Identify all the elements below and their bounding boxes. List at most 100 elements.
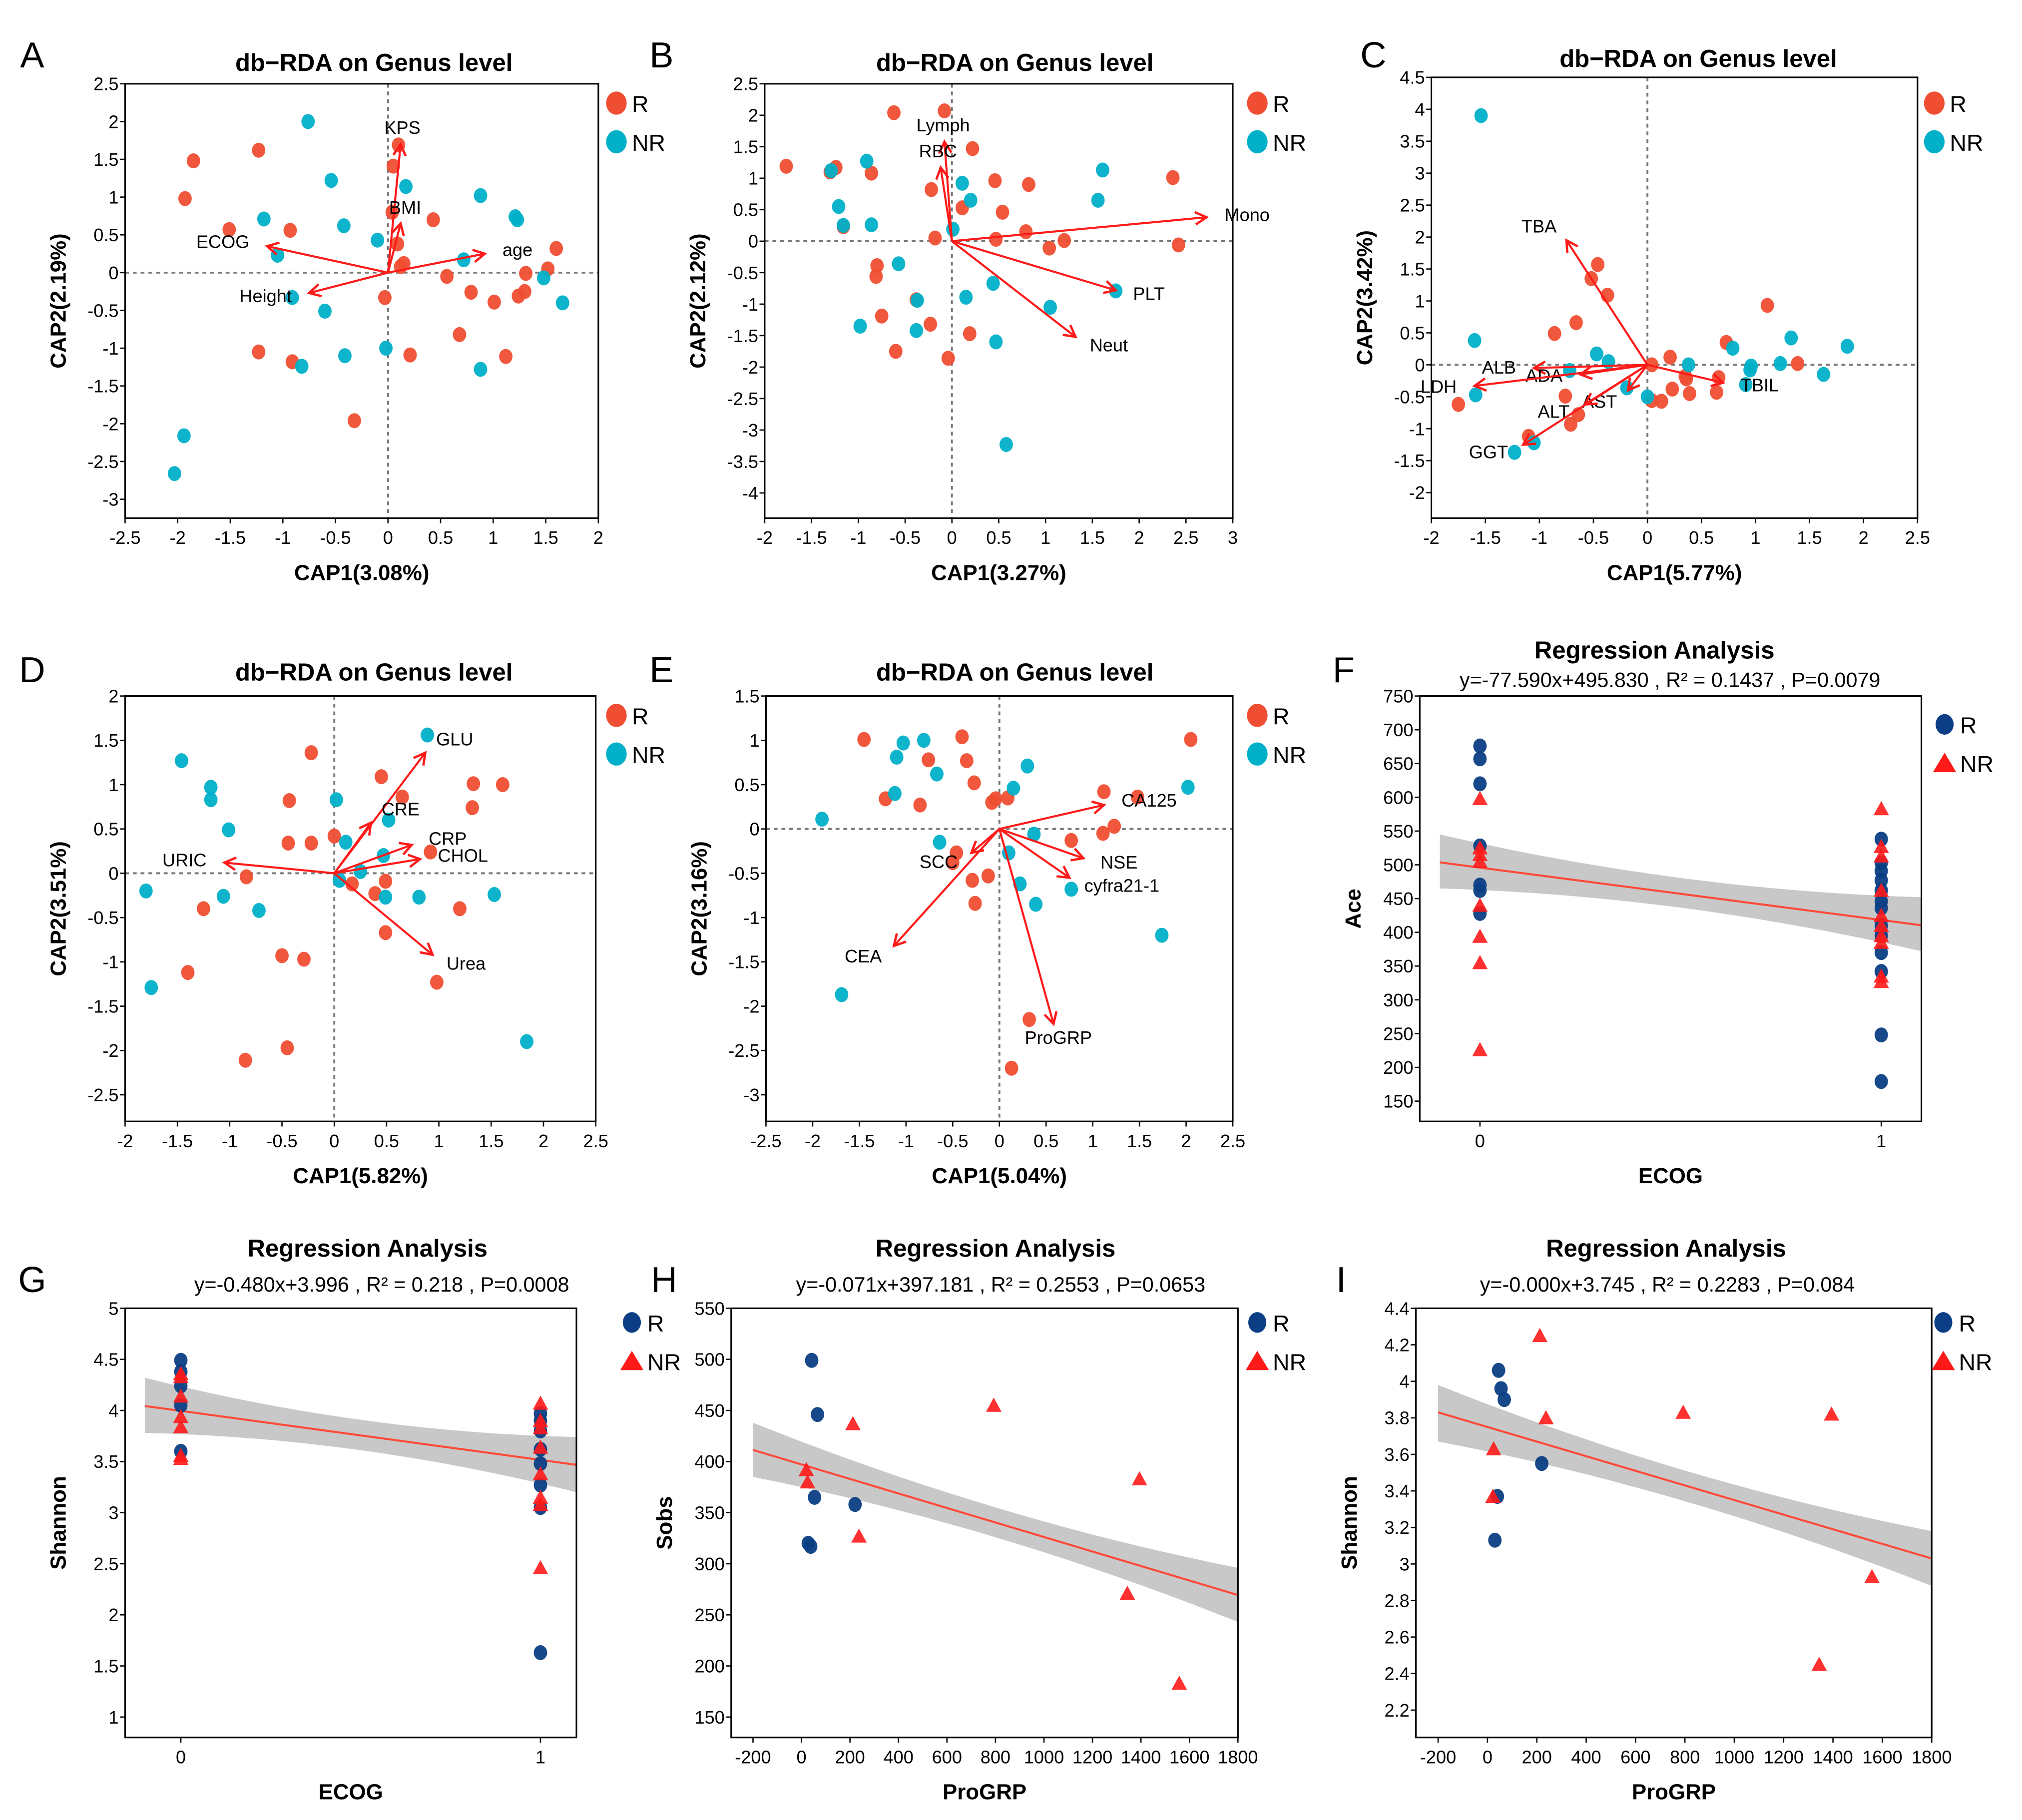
data-point-R	[178, 191, 192, 206]
y-tick-label: 0	[748, 231, 758, 252]
y-tick-label: 1	[108, 775, 118, 795]
data-point-NR	[167, 466, 181, 481]
y-axis-label: CAP2(3.16%)	[687, 841, 712, 976]
data-point-R	[941, 351, 955, 366]
legend-marker-circle	[1247, 704, 1268, 727]
plot-area	[752, 1353, 1238, 1690]
data-point-R	[966, 141, 980, 156]
y-tick-label: -2	[742, 357, 758, 378]
data-point-NR	[257, 211, 271, 227]
x-tick-label: 1	[1750, 527, 1760, 548]
panel-I: I Regression Analysis y=-0.000x+3.745 , R²…	[1336, 1235, 1993, 1804]
vector-arrowhead	[1056, 866, 1071, 880]
panel-label: B	[649, 35, 673, 75]
x-tick-label: 200	[1522, 1747, 1552, 1767]
data-point-NR	[1171, 1675, 1187, 1690]
data-point-NR	[1508, 445, 1521, 460]
y-tick-label: 300	[1383, 990, 1413, 1010]
x-tick-label: 1.5	[1797, 527, 1822, 548]
legend-marker-circle	[1247, 91, 1268, 115]
data-point-NR	[338, 348, 352, 364]
vector-label: CA125	[1121, 790, 1176, 811]
data-point-R	[989, 791, 1003, 807]
chart-subtitle: y=-77.590x+495.830 , R² = 0.1437 , P=0.0…	[1460, 669, 1880, 692]
y-tick-label: 750	[1383, 686, 1413, 706]
x-tick-label: 2.5	[583, 1131, 608, 1151]
data-point-R	[848, 1497, 862, 1512]
data-point-R	[395, 789, 409, 805]
vector-label: KPS	[384, 117, 420, 138]
data-point-R	[518, 284, 531, 299]
data-point-NR	[1538, 1410, 1554, 1424]
x-tick-label: 0	[995, 1131, 1005, 1151]
data-point-R	[453, 901, 467, 916]
data-point-R	[1488, 1532, 1502, 1548]
data-point-NR	[910, 293, 924, 308]
data-point-NR	[1000, 437, 1013, 452]
x-tick-label: 1800	[1218, 1747, 1258, 1767]
y-tick-label: 4	[108, 1400, 118, 1421]
chart-title: Regression Analysis	[1546, 1235, 1786, 1262]
data-point-NR	[824, 163, 838, 178]
plot-area	[1431, 77, 1918, 518]
data-point-NR	[252, 903, 266, 918]
data-point-R	[1473, 751, 1487, 767]
data-point-NR	[173, 1450, 189, 1465]
x-tick-label: 400	[1571, 1747, 1601, 1767]
vector-label: CRE	[382, 799, 420, 820]
y-tick-label: 4.2	[1384, 1335, 1409, 1355]
y-tick-label: -1.5	[87, 376, 118, 397]
panel-label: G	[18, 1260, 46, 1300]
vector-label: TBIL	[1741, 375, 1779, 396]
x-tick-label: 0	[1475, 1131, 1485, 1151]
data-point-NR	[532, 1496, 548, 1511]
x-tick-label: 1	[1040, 527, 1050, 548]
data-point-R	[938, 103, 952, 118]
data-point-NR	[379, 341, 393, 356]
legend-label: R	[1273, 703, 1290, 729]
data-point-NR	[1840, 339, 1854, 354]
vector-arrow	[999, 828, 1084, 860]
data-point-R	[239, 869, 253, 885]
legend-label: R	[1273, 91, 1290, 117]
x-tick-label: 1	[535, 1747, 545, 1767]
y-axis-label: Ace	[1341, 889, 1366, 928]
y-tick-label: 200	[1383, 1057, 1413, 1078]
vector-arrowhead	[1565, 238, 1578, 253]
plot-area	[1440, 738, 1922, 1089]
y-tick-label: 400	[1383, 922, 1413, 943]
y-tick-label: 2	[108, 111, 118, 132]
x-tick-label: -1	[1531, 527, 1547, 548]
data-point-NR	[1811, 1657, 1827, 1671]
data-point-NR	[933, 835, 947, 850]
x-tick-label: -1	[850, 527, 866, 548]
y-tick-label: 150	[695, 1707, 725, 1728]
plot-frame	[1431, 76, 1919, 519]
data-point-R	[889, 344, 903, 359]
data-point-NR	[986, 276, 1000, 291]
y-tick-label: 0.5	[733, 200, 758, 220]
y-tick-label: 4.4	[1384, 1298, 1409, 1319]
legend-label: NR	[1273, 1349, 1306, 1375]
data-point-NR	[474, 362, 488, 377]
x-tick-label: 1200	[1764, 1747, 1804, 1767]
legend-label: R	[1273, 1311, 1290, 1337]
x-tick-label: 2.5	[1905, 527, 1930, 548]
data-point-NR	[520, 1034, 533, 1049]
y-tick-label: 700	[1383, 720, 1413, 740]
data-point-NR	[845, 1416, 861, 1430]
x-tick-label: 1200	[1072, 1747, 1112, 1767]
legend-marker-circle	[606, 91, 627, 115]
y-tick-label: 3.6	[1384, 1444, 1409, 1465]
data-point-NR	[1181, 780, 1195, 795]
data-point-NR	[532, 1439, 548, 1454]
data-point-NR	[1873, 908, 1889, 922]
panel-label: I	[1336, 1260, 1346, 1300]
vector-arrow	[1627, 364, 1648, 391]
y-tick-label: -3	[743, 1085, 759, 1105]
data-point-NR	[964, 192, 978, 208]
legend-marker-triangle	[1933, 753, 1957, 772]
data-point-R	[403, 347, 417, 363]
data-point-R	[1107, 819, 1121, 834]
legend-marker-circle	[1247, 130, 1268, 154]
